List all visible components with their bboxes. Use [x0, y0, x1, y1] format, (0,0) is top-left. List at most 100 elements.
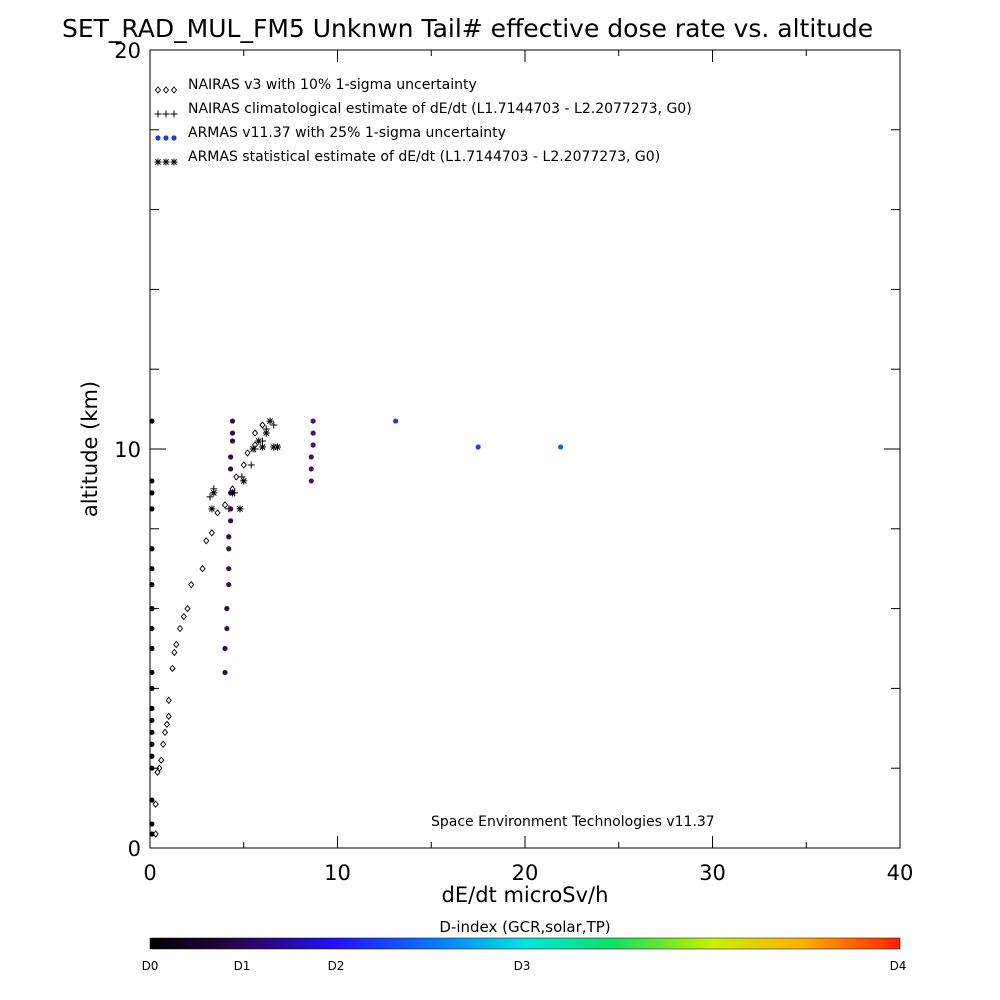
data-point-series-4	[255, 437, 263, 445]
data-point-series-1	[161, 728, 169, 736]
legend-label: NAIRAS v3 with 10% 1-sigma uncertainty	[188, 77, 477, 93]
data-point-series-3	[149, 506, 155, 512]
legend-symbol	[155, 135, 177, 141]
data-point-series-4	[270, 443, 278, 451]
legend-marker	[154, 86, 162, 94]
data-point-series-1	[165, 696, 172, 705]
data-point-series-3	[149, 418, 155, 424]
legend-label: ARMAS v11.37 with 25% 1-sigma uncertaint…	[188, 125, 506, 141]
data-point-series-1	[188, 580, 195, 589]
data-point-series-3	[229, 438, 236, 444]
data-point-series-3	[149, 821, 155, 827]
data-point-series-1	[152, 800, 159, 808]
data-point-series-3	[393, 418, 399, 424]
y-tick-label: 20	[114, 39, 141, 63]
legend-marker	[170, 110, 178, 118]
data-point-series-3	[222, 669, 228, 676]
data-point-series-1	[244, 449, 251, 457]
data-point-series-3	[149, 645, 155, 652]
chart-title: SET_RAD_MUL_FM5 Unknwn Tail# effective d…	[62, 14, 873, 43]
data-point-series-3	[228, 466, 234, 472]
data-point-series-3	[226, 546, 232, 552]
data-point-series-3	[228, 454, 234, 460]
data-point-series-3	[228, 506, 234, 512]
data-point-series-3	[149, 478, 155, 484]
data-point-series-3	[149, 705, 155, 711]
x-axis-label: dE/dt microSv/h	[442, 883, 609, 907]
data-point-series-4	[274, 443, 281, 451]
data-point-series-1	[173, 640, 180, 649]
legend-marker	[162, 110, 170, 118]
data-point-series-3	[149, 490, 155, 496]
legend-marker	[170, 86, 178, 94]
data-point-series-1	[221, 501, 229, 509]
data-point-series-4	[236, 505, 244, 513]
data-point-series-1	[158, 756, 165, 764]
data-point-series-1	[203, 537, 210, 545]
axis-ticks	[149, 49, 901, 849]
data-point-series-3	[475, 444, 481, 450]
data-point-series-3	[226, 534, 232, 540]
data-point-series-3	[308, 454, 314, 460]
data-point-series-1	[156, 764, 163, 772]
data-point-series-3	[149, 717, 155, 723]
data-point-series-3	[149, 669, 155, 676]
legend: NAIRAS v3 with 10% 1-sigma uncertainty NA…	[154, 77, 692, 166]
data-point-series-4	[262, 429, 270, 437]
legend-symbol	[154, 158, 178, 166]
legend-marker	[155, 135, 161, 141]
data-point-series-1	[259, 421, 266, 429]
colorbar-label: D4	[890, 959, 907, 973]
data-point-series-1	[199, 564, 206, 573]
data-point-series-1	[163, 720, 170, 729]
axis-tick-labels: 0 10 20 30 40 0 10 20	[114, 39, 913, 885]
y-tick-label: 10	[114, 438, 141, 462]
data-point-series-1	[184, 604, 191, 613]
data-point-series-1	[240, 461, 247, 469]
x-tick-label: 40	[887, 861, 914, 885]
data-point-series-4	[229, 489, 236, 497]
data-point-series-3	[149, 582, 155, 588]
legend-marker	[162, 86, 170, 94]
data-point-series-4	[210, 489, 218, 497]
legend-marker	[154, 158, 162, 166]
data-point-series-3	[224, 625, 230, 632]
data-point-series-3	[224, 606, 230, 612]
colorbar-label: D3	[514, 959, 531, 973]
data-point-series-1	[233, 473, 240, 481]
data-point-series-2	[270, 421, 278, 429]
legend-label: NAIRAS climatological estimate of dE/dt …	[188, 101, 692, 117]
data-point-series-4	[240, 477, 248, 485]
data-point-series-3	[149, 546, 155, 552]
colorbar-label: D1	[234, 959, 251, 973]
y-axis-label: altitude (km)	[78, 381, 102, 517]
data-point-series-3	[149, 753, 155, 759]
colorbar-label: D2	[328, 959, 345, 973]
legend-symbol	[154, 86, 178, 94]
data-point-series-2	[247, 461, 255, 469]
data-point-series-3	[149, 685, 155, 692]
data-point-series-3	[308, 478, 314, 484]
data-point-series-3	[149, 606, 155, 612]
data-point-series-3	[228, 518, 234, 524]
data-point-series-3	[226, 566, 232, 572]
legend-symbol	[154, 110, 178, 118]
legend-marker	[171, 135, 177, 141]
data-point-series-3	[308, 466, 314, 472]
colorbar	[149, 937, 901, 950]
x-tick-label: 0	[143, 861, 156, 885]
data-point-series-3	[310, 442, 316, 448]
data-point-series-3	[149, 729, 155, 735]
legend-marker	[163, 135, 169, 141]
data-point-series-1	[214, 509, 221, 517]
data-point-series-3	[558, 444, 564, 450]
data-point-series-3	[149, 765, 155, 771]
data-point-series-3	[149, 831, 155, 837]
data-point-series-3	[149, 797, 155, 803]
data-point-series-3	[229, 430, 236, 436]
data-point-series-2	[206, 493, 214, 501]
legend-marker	[162, 158, 170, 166]
data-point-series-3	[310, 418, 316, 424]
x-tick-label: 30	[699, 861, 726, 885]
